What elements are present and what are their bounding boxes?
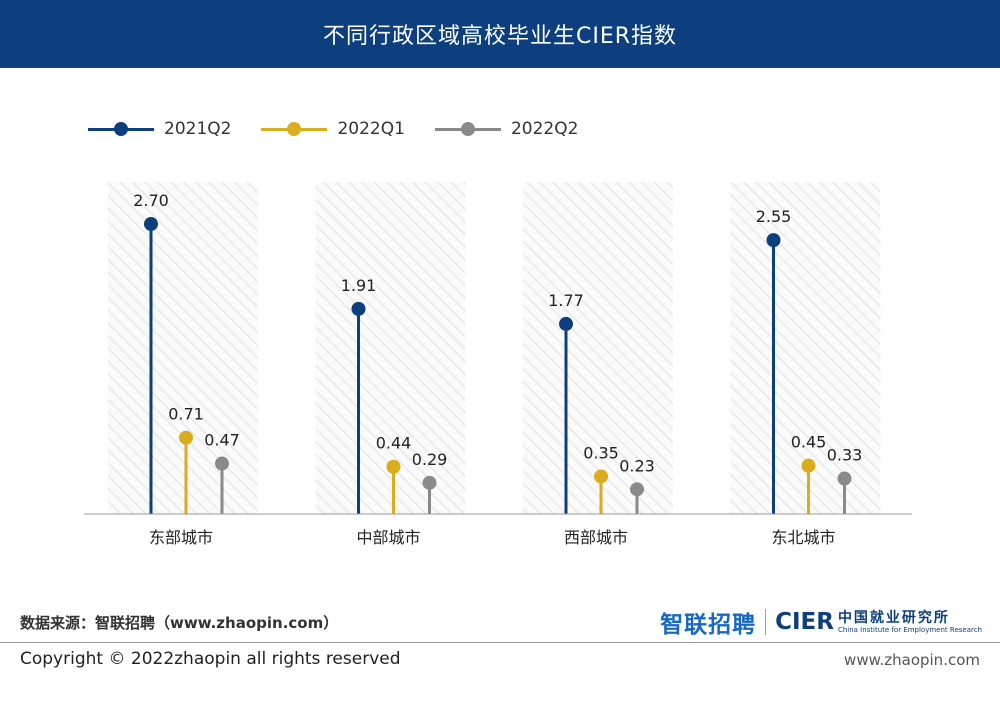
category-band: [315, 182, 466, 514]
point-2022q1: [386, 459, 401, 474]
brand-logos: 智联招聘 CIER 中国就业研究所 China Institute for Em…: [660, 604, 982, 640]
website-link[interactable]: www.zhaopin.com: [844, 651, 980, 669]
point-2022q2: [422, 475, 437, 490]
cier-logo-text: 中国就业研究所 China Institute for Employment R…: [838, 610, 982, 635]
point-2021q2: [766, 233, 781, 248]
legend: 2021Q2 2022Q1 2022Q2: [88, 116, 608, 142]
x-tick-label: 东部城市: [149, 528, 213, 547]
x-tick-label: 东北城市: [771, 528, 835, 547]
category-band: [730, 182, 881, 514]
data-label-2022q1: 0.44: [376, 434, 412, 453]
logo-separator: [765, 609, 767, 635]
point-2021q2: [144, 217, 158, 232]
chart-title-bar: 不同行政区域高校毕业生CIER指数: [0, 0, 1000, 68]
data-source-note: 数据来源：智联招聘（www.zhaopin.com）: [20, 614, 339, 632]
data-label-2021q2: 1.91: [341, 276, 377, 295]
lollipop-chart: 东部城市 2.70 0.710.47 中部城市 1.91 0.440.29 西部城市 1.77…: [84, 182, 912, 547]
zhaopin-logo: 智联招聘: [660, 612, 757, 638]
data-label-2022q1: 0.71: [168, 405, 204, 424]
data-label-2022q1: 0.35: [583, 443, 619, 462]
point-2022q1: [594, 469, 608, 484]
data-label-2022q2: 0.33: [827, 446, 863, 465]
data-label-2021q2: 2.70: [133, 191, 169, 210]
category-band: [108, 182, 258, 514]
x-tick-label: 西部城市: [564, 528, 628, 547]
legend-label: 2022Q2: [510, 119, 579, 139]
legend-marker-2022q1: [261, 122, 328, 136]
point-2022q1: [179, 430, 193, 445]
cier-logo: CIER: [775, 609, 834, 635]
point-2022q1: [801, 458, 816, 473]
legend-label: 2021Q2: [164, 119, 232, 139]
legend-marker-2022q2: [434, 122, 501, 136]
copyright-text: Copyright © 2022zhaopin all rights reser…: [20, 649, 401, 669]
data-label-2022q2: 0.23: [619, 456, 655, 475]
data-label-2021q2: 1.77: [548, 291, 584, 310]
point-2022q2: [837, 471, 852, 486]
data-label-2021q2: 2.55: [756, 207, 792, 226]
data-label-2022q2: 0.47: [204, 431, 240, 450]
legend-item-2022q2: 2022Q2: [434, 119, 579, 139]
chart-title: 不同行政区域高校毕业生CIER指数: [322, 24, 678, 49]
footer-divider: [0, 642, 1000, 643]
legend-label: 2022Q1: [337, 119, 405, 139]
x-tick-label: 中部城市: [356, 528, 420, 547]
point-2021q2: [559, 316, 573, 331]
cier-logo-en: China Institute for Employment Research: [837, 625, 982, 634]
data-label-2022q1: 0.45: [791, 433, 827, 452]
point-2022q2: [630, 482, 644, 497]
legend-item-2022q1: 2022Q1: [261, 119, 405, 139]
legend-item-2021q2: 2021Q2: [88, 119, 231, 139]
point-2021q2: [351, 301, 366, 316]
category-band: [523, 182, 673, 514]
data-label-2022q2: 0.29: [412, 450, 448, 469]
legend-marker-2021q2: [88, 122, 154, 136]
cier-logo-cn: 中国就业研究所: [837, 609, 950, 626]
point-2022q2: [215, 456, 229, 471]
